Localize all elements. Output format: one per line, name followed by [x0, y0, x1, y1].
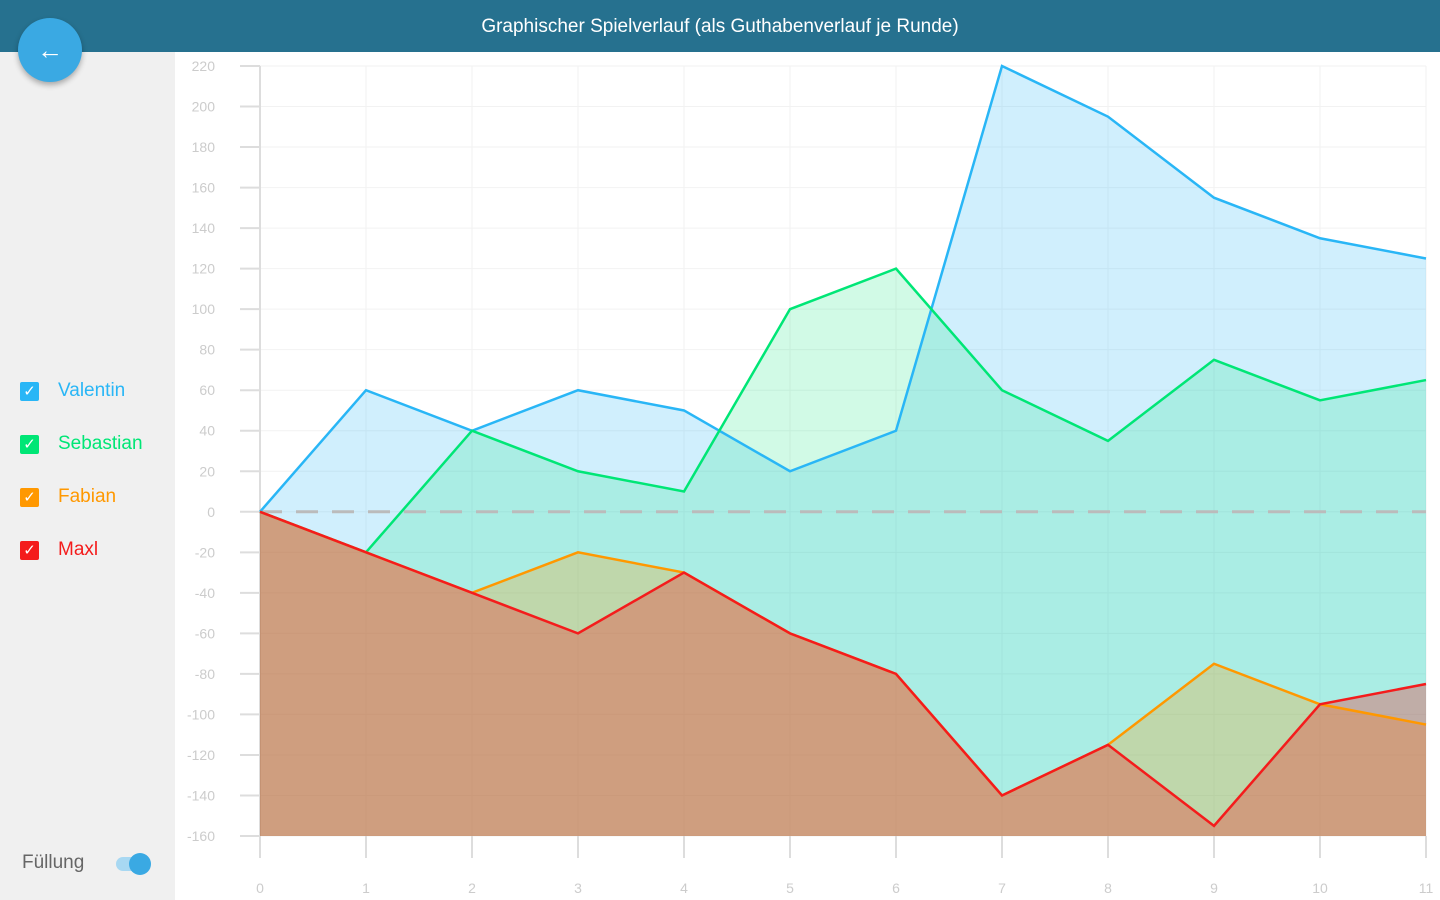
x-tick-label: 6 [892, 880, 900, 896]
y-tick-label: 140 [192, 220, 216, 236]
x-tick-label: 7 [998, 880, 1006, 896]
area-maxl [260, 511, 1426, 836]
toggle-knob [129, 853, 151, 875]
arrow-left-icon: ← [37, 34, 63, 65]
sidebar [0, 52, 175, 900]
y-tick-label: 160 [192, 180, 216, 196]
checkbox-icon[interactable]: ✓ [20, 381, 39, 401]
line-valentin [259, 64, 1427, 513]
legend-label: Sebastian [58, 433, 143, 454]
y-tick-label: 80 [199, 342, 215, 358]
page-title: Graphischer Spielverlauf (als Guthabenve… [481, 16, 959, 37]
line-maxl [259, 510, 1427, 828]
checkbox-icon[interactable]: ✓ [20, 434, 39, 454]
legend-label: Fabian [58, 486, 117, 507]
y-tick-label: -40 [195, 585, 215, 601]
x-tick-label: 9 [1210, 880, 1218, 896]
y-tick-label: -20 [195, 544, 215, 560]
y-tick-label: -120 [187, 747, 215, 763]
y-tick-label: 40 [199, 423, 215, 439]
legend-item-valentin[interactable]: ✓ Valentin [20, 380, 125, 402]
x-tick-label: 5 [786, 880, 794, 896]
x-tick-label: 10 [1312, 880, 1328, 896]
x-tick-label: 4 [680, 880, 688, 896]
legend-item-fabian[interactable]: ✓ Fabian [20, 486, 116, 508]
top-bar: Graphischer Spielverlauf (als Guthabenve… [0, 0, 1440, 52]
fill-label: Füllung [22, 852, 85, 873]
y-tick-label: -60 [195, 625, 215, 641]
y-tick-label: 120 [192, 261, 216, 277]
y-tick-label: 60 [199, 382, 215, 398]
y-tick-label: 20 [199, 463, 215, 479]
y-tick-label: 100 [192, 301, 216, 317]
y-tick-label: -140 [187, 787, 215, 803]
line-sebastian [259, 267, 1427, 554]
x-tick-label: 8 [1104, 880, 1112, 896]
x-tick-label: 0 [256, 880, 264, 896]
back-button[interactable]: ← [18, 18, 82, 82]
y-tick-label: 220 [192, 58, 216, 74]
x-tick-label: 3 [574, 880, 582, 896]
legend-item-maxl[interactable]: ✓ Maxl [20, 539, 98, 561]
checkbox-icon[interactable]: ✓ [20, 540, 39, 560]
x-tick-label: 1 [362, 880, 370, 896]
y-tick-label: 0 [207, 504, 215, 520]
legend-label: Maxl [58, 539, 99, 560]
x-tick-label: 2 [468, 880, 476, 896]
area-sebastian [260, 268, 1426, 836]
y-tick-label: 200 [192, 99, 216, 115]
y-tick-label: -160 [187, 828, 215, 844]
fill-toggle[interactable] [116, 853, 152, 875]
y-tick-label: -80 [195, 666, 215, 682]
y-tick-label: 180 [192, 139, 216, 155]
legend-item-sebastian[interactable]: ✓ Sebastian [20, 433, 143, 455]
checkbox-icon[interactable]: ✓ [20, 487, 39, 507]
area-fabian [260, 511, 1426, 836]
chart: 220200180160140120100806040200-20-40-60-… [187, 58, 1434, 896]
y-tick-label: -100 [187, 706, 215, 722]
legend-label: Valentin [58, 380, 126, 401]
x-tick-label: 11 [1419, 880, 1434, 896]
